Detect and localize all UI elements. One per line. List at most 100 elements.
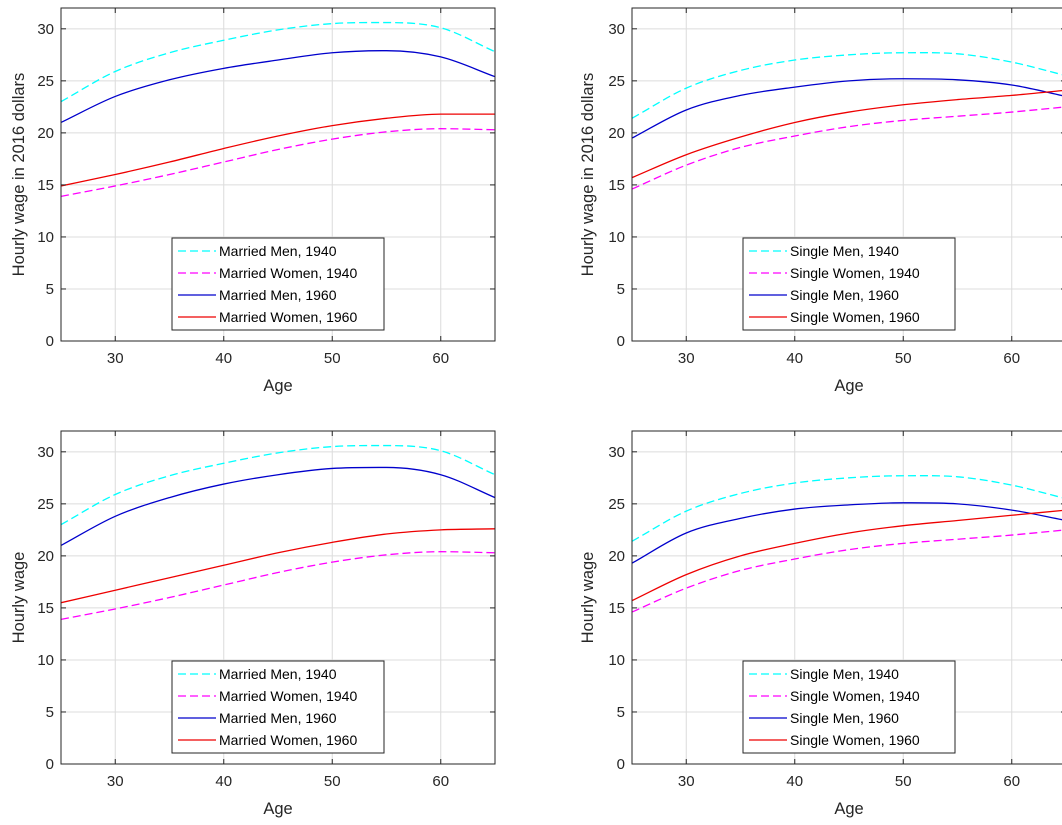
- y-tick-label: 15: [37, 600, 54, 617]
- legend-label-2: Married Women, 1940: [219, 265, 357, 281]
- series-line-2: [61, 128, 495, 197]
- y-axis-label: Hourly wage in 2016 dollars: [10, 73, 28, 277]
- y-tick-label: 30: [608, 444, 625, 461]
- series-lines: [632, 52, 1062, 190]
- x-tick-label: 40: [786, 350, 803, 367]
- x-axis-label: Age: [834, 800, 863, 818]
- legend-box: [171, 237, 385, 331]
- axes-box: [60, 430, 496, 765]
- x-tick-label: 50: [324, 350, 341, 367]
- series-line-3: [61, 50, 495, 124]
- x-axis-label: Age: [263, 800, 292, 818]
- legend-label-2: Married Women, 1940: [219, 688, 357, 704]
- legend-label-1: Single Men, 1940: [790, 243, 899, 259]
- y-tick-label: 15: [608, 177, 625, 194]
- legend-label-3: Single Men, 1960: [790, 287, 899, 303]
- series-line-2: [632, 529, 1062, 613]
- series-line-1: [61, 444, 495, 526]
- axes-box: [60, 7, 496, 342]
- y-tick-label: 0: [617, 333, 625, 350]
- y-tick-label: 30: [37, 444, 54, 461]
- legend-box: [171, 660, 385, 754]
- x-tick-label: 50: [895, 350, 912, 367]
- legend-label-3: Single Men, 1960: [790, 710, 899, 726]
- legend-label-4: Married Women, 1960: [219, 309, 357, 325]
- y-tick-label: 10: [608, 229, 625, 246]
- legend-label-4: Married Women, 1960: [219, 732, 357, 748]
- x-tick-label: 30: [107, 773, 124, 790]
- y-tick-label: 25: [608, 496, 625, 513]
- y-tick-label: 10: [608, 652, 625, 669]
- legend-label-1: Married Men, 1940: [219, 666, 337, 682]
- x-tick-label: 60: [1003, 350, 1020, 367]
- x-tick-label: 40: [215, 773, 232, 790]
- x-tick-label: 50: [324, 773, 341, 790]
- legend-label-3: Married Men, 1960: [219, 287, 337, 303]
- series-line-4: [61, 528, 495, 604]
- y-tick-label: 10: [37, 229, 54, 246]
- chart-panel-1: 30 40 50 60 0 5 10 15 20 25 30 Age Hourly wage in 20…: [10, 7, 496, 395]
- y-axis-label: Hourly wage in 2016 dollars: [579, 73, 597, 277]
- series-line-2: [632, 106, 1062, 190]
- legend-label-2: Single Women, 1940: [790, 688, 920, 704]
- x-tick-label: 60: [432, 773, 449, 790]
- y-tick-label: 30: [608, 21, 625, 38]
- y-tick-label: 20: [608, 548, 625, 565]
- y-tick-label: 25: [37, 496, 54, 513]
- axes-box: [631, 7, 1062, 342]
- legend-label-3: Married Men, 1960: [219, 710, 337, 726]
- series-lines: [61, 21, 495, 197]
- legend: Married Men, 1940 Married Women, 1940 Marr…: [171, 237, 385, 331]
- series-lines: [632, 475, 1062, 613]
- x-axis-label: Age: [263, 377, 292, 395]
- legend-label-1: Married Men, 1940: [219, 243, 337, 259]
- y-tick-label: 20: [608, 125, 625, 142]
- legend-box: [742, 660, 956, 754]
- chart-panel-4: 30 40 50 60 0 5 10 15 20 25 30 Age Hourly wage Single…: [579, 430, 1062, 818]
- y-axis-label: Hourly wage: [579, 552, 597, 644]
- y-tick-label: 20: [37, 125, 54, 142]
- y-tick-label: 5: [617, 704, 625, 721]
- x-tick-label: 50: [895, 773, 912, 790]
- series-line-1: [61, 21, 495, 103]
- series-line-3: [632, 502, 1062, 564]
- series-line-4: [632, 89, 1062, 179]
- legend-label-4: Single Women, 1960: [790, 309, 920, 325]
- legend: Single Men, 1940 Single Women, 1940 Single…: [742, 237, 956, 331]
- y-tick-label: 0: [617, 756, 625, 773]
- y-tick-label: 0: [46, 333, 54, 350]
- y-tick-label: 5: [46, 281, 54, 298]
- series-line-3: [61, 466, 495, 547]
- x-tick-label: 40: [786, 773, 803, 790]
- x-axis-label: Age: [834, 377, 863, 395]
- y-tick-label: 25: [37, 73, 54, 90]
- y-tick-label: 30: [37, 21, 54, 38]
- y-tick-label: 20: [37, 548, 54, 565]
- x-tick-label: 30: [678, 350, 695, 367]
- series-lines: [61, 444, 495, 620]
- legend-box: [742, 237, 956, 331]
- y-tick-label: 10: [37, 652, 54, 669]
- y-tick-label: 0: [46, 756, 54, 773]
- y-tick-label: 15: [608, 600, 625, 617]
- series-line-1: [632, 475, 1062, 542]
- chart-panel-2: 30 40 50 60 0 5 10 15 20 25 30 Age Hourly wage in 20…: [579, 7, 1062, 395]
- series-line-4: [61, 113, 495, 187]
- axes-box: [631, 430, 1062, 765]
- series-line-4: [632, 509, 1062, 602]
- x-tick-label: 60: [1003, 773, 1020, 790]
- y-tick-label: 5: [46, 704, 54, 721]
- x-tick-label: 30: [107, 350, 124, 367]
- chart-panel-3: 30 40 50 60 0 5 10 15 20 25 30 Age Hourly wage Marrie…: [10, 430, 496, 818]
- y-tick-label: 5: [617, 281, 625, 298]
- legend-label-4: Single Women, 1960: [790, 732, 920, 748]
- x-tick-label: 40: [215, 350, 232, 367]
- x-tick-label: 60: [432, 350, 449, 367]
- legend: Married Men, 1940 Married Women, 1940 Marr…: [171, 660, 385, 754]
- legend-label-1: Single Men, 1940: [790, 666, 899, 682]
- series-line-3: [632, 78, 1062, 139]
- x-tick-label: 30: [678, 773, 695, 790]
- y-axis-label: Hourly wage: [10, 552, 28, 644]
- legend: Single Men, 1940 Single Women, 1940 Single…: [742, 660, 956, 754]
